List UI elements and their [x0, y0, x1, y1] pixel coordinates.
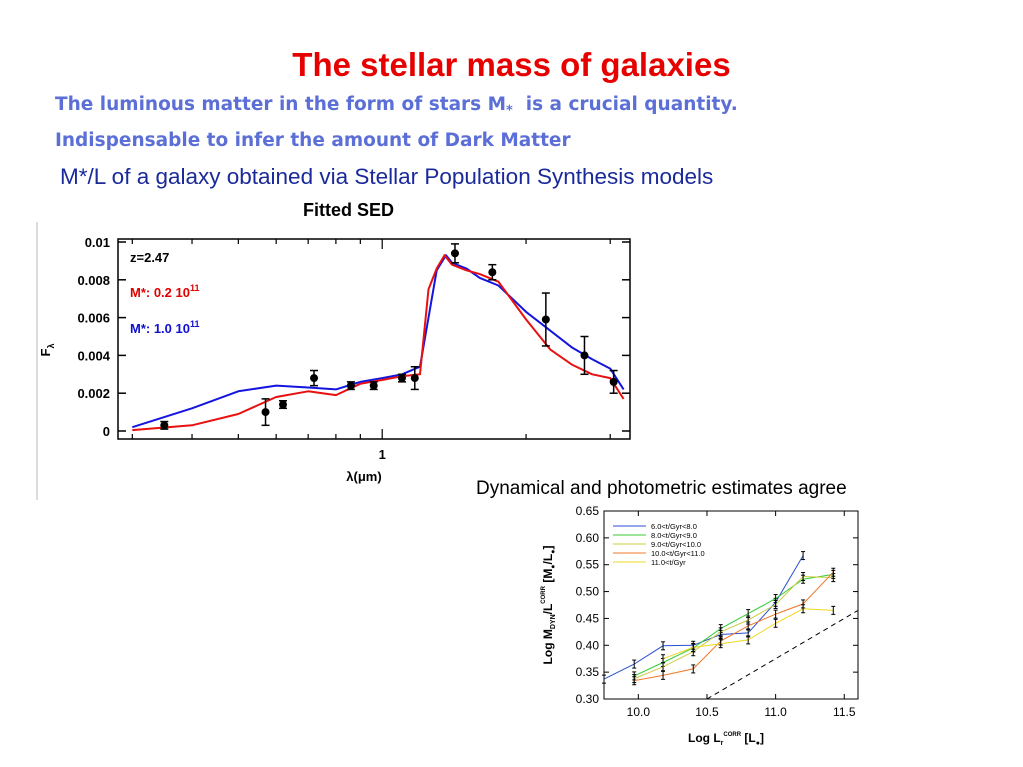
ml-x-tick-label: 10.5	[695, 705, 719, 719]
ml-y-tick-label: 0.45	[576, 611, 600, 625]
ml-reference-dashed-line	[706, 609, 859, 700]
sed-chart: 0 0.002 0.004 0.006 0.008 0.01 1 z=2.47 M*: 0…	[36, 222, 631, 500]
sed-x-axis-label: λ(μm)	[346, 469, 381, 484]
sed-y-tick-label: 0.004	[77, 348, 110, 363]
sed-data-point	[397, 374, 406, 383]
line1-text: The luminous matter in the form of stars…	[55, 94, 507, 115]
slide-title: The stellar mass of galaxies	[292, 46, 731, 83]
ml-x-ticks: 10.0 10.5 11.0 11.5	[627, 511, 856, 719]
ml-series-line	[633, 573, 834, 677]
ml-y-tick-label: 0.40	[576, 638, 600, 652]
sed-plot-frame	[117, 238, 631, 440]
ml-legend-label: 11.0<t/Gyr	[651, 558, 686, 567]
sed-caption: Fitted SED	[303, 200, 395, 220]
subtitle-line-1: The luminous matter in the form of stars…	[55, 94, 738, 119]
mass-to-light-chart: 0.300.350.400.450.500.550.600.65 10.0 10.…	[541, 505, 859, 747]
sed-y-axis-label: Fλ	[38, 344, 56, 357]
sed-data-point	[410, 374, 419, 383]
sed-data-point	[346, 381, 355, 390]
sed-data-point	[310, 374, 319, 383]
sed-y-tick-label: 0	[103, 424, 110, 439]
sed-data-point	[609, 377, 618, 386]
sed-y-tick-label: 0.002	[77, 386, 110, 401]
sed-y-tick-label: 0.006	[77, 311, 110, 326]
ml-y-ticks: 0.30 0.35 0.40 0.45 0.50 0.55 0.60 0.65	[576, 505, 858, 706]
ml-series-lines	[602, 551, 836, 686]
sed-annotation-redshift: z=2.47	[130, 250, 169, 265]
ml-series-line	[634, 571, 834, 682]
ml-y-axis-label: Log MDYN/LCORR [M●/L●]	[541, 546, 557, 665]
ml-x-tick-label: 11.0	[764, 705, 787, 719]
sed-data-point	[278, 400, 287, 409]
sed-data-point	[541, 315, 550, 324]
sed-y-tick-label: 0.01	[85, 235, 110, 250]
sed-data-point	[369, 381, 378, 390]
ml-series-line	[634, 575, 834, 680]
ml-y-tick-label: 0.35	[576, 665, 600, 679]
sed-annotation-mass-blue: M*: 1.0 1011	[130, 319, 200, 336]
sed-model-line	[132, 254, 625, 432]
sed-data-point	[160, 421, 169, 430]
ml-legend-label: 8.0<t/Gyr<9.0	[651, 531, 697, 540]
ml-legend: 6.0<t/Gyr<8.08.0<t/Gyr<9.09.0<t/Gyr<10.0…	[613, 522, 705, 567]
sed-data-point	[261, 408, 270, 417]
sed-data-point	[488, 268, 497, 277]
ml-legend-label: 6.0<t/Gyr<8.0	[651, 522, 697, 531]
sed-observations	[160, 243, 618, 430]
sed-y-ticks: 0 0.002 0.004 0.006 0.008 0.01	[77, 235, 630, 439]
ml-reference-line	[706, 609, 859, 700]
ml-x-axis-label: Log LrCORR [L●]	[688, 731, 764, 747]
line1-tail: is a crucial quantity.	[512, 94, 738, 115]
dynamical-caption: Dynamical and photometric estimates agre…	[476, 478, 847, 499]
sed-y-tick-label: 0.008	[77, 273, 110, 288]
sed-model-line	[131, 254, 625, 429]
ml-y-tick-label: 0.60	[576, 531, 600, 545]
subtitle-line-3: M*/L of a galaxy obtained via Stellar Po…	[60, 164, 714, 189]
ml-y-tick-label: 0.65	[576, 505, 600, 518]
ml-x-tick-label: 10.0	[627, 705, 651, 719]
ml-y-tick-label: 0.30	[576, 692, 600, 706]
line1-subscript: *	[506, 103, 513, 119]
sed-x-tick-label: 1	[379, 447, 386, 462]
ml-y-tick-label: 0.55	[576, 558, 600, 572]
subtitle-line-2: Indispensable to infer the amount of Dar…	[55, 130, 571, 151]
sed-model-curves	[131, 254, 625, 432]
ml-legend-label: 9.0<t/Gyr<10.0	[651, 540, 701, 549]
ml-plot-frame	[603, 510, 859, 700]
sed-annotation-mass-red: M*: 0.2 1011	[130, 283, 200, 300]
sed-data-point	[580, 351, 589, 360]
ml-legend-label: 10.0<t/Gyr<11.0	[651, 549, 705, 558]
ml-y-tick-label: 0.50	[576, 585, 600, 599]
sed-data-point	[450, 249, 459, 258]
sed-x-ticks: 1	[131, 239, 611, 462]
ml-x-tick-label: 11.5	[833, 705, 856, 719]
